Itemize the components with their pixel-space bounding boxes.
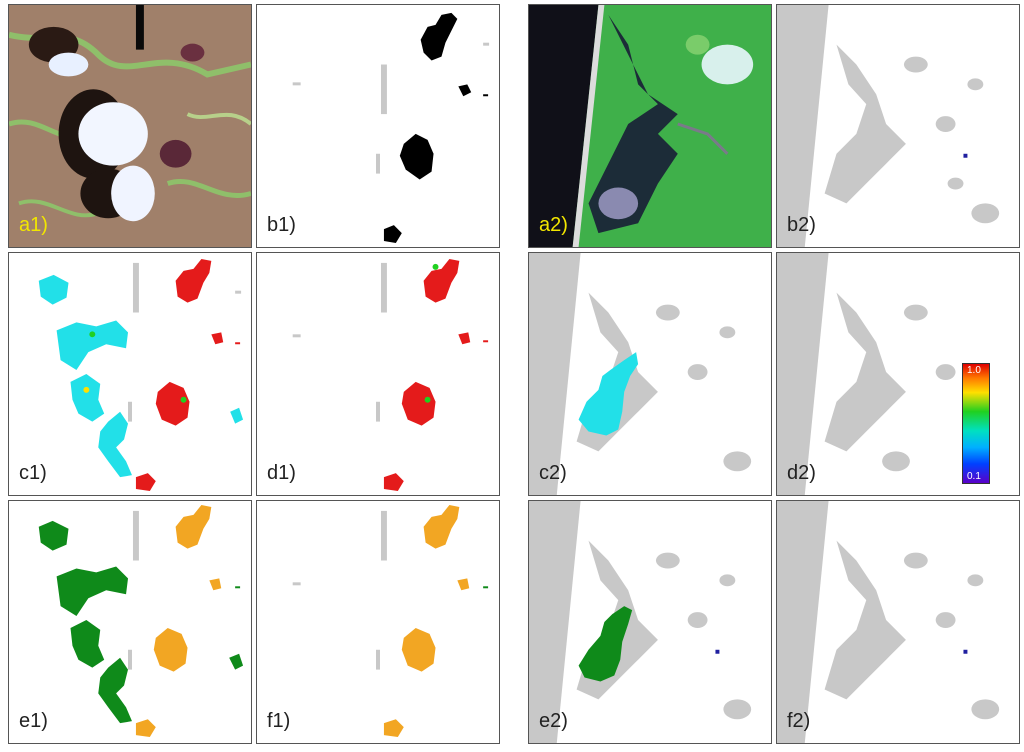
colorbar-max-label: 1.0 — [967, 365, 981, 376]
panel-label-a2: a2) — [539, 214, 568, 236]
panel-label-d2: d2) — [787, 462, 816, 484]
colorbar-gradient — [962, 363, 990, 484]
panel-label-c2: c2) — [539, 462, 567, 484]
panel-b2: b2) — [776, 4, 1020, 248]
map-f1 — [292, 504, 489, 738]
panel-label-c1: c1) — [19, 462, 47, 484]
panel-d1: d1) — [256, 252, 500, 496]
panel-a1: a1) — [8, 4, 252, 248]
map-e1 — [38, 504, 244, 738]
panel-c2: c2) — [528, 252, 772, 496]
panel-b1: b1) — [256, 4, 500, 248]
panel-label-b2: b2) — [787, 214, 816, 236]
panel-c1: c1) — [8, 252, 252, 496]
map-c2 — [529, 253, 752, 495]
colorbar: 1.0 0.1 — [962, 363, 990, 484]
panel-f2: f2) — [776, 500, 1020, 744]
panel-label-a1: a1) — [19, 214, 48, 236]
panel-label-d1: d1) — [267, 462, 296, 484]
map-b1 — [292, 12, 490, 244]
panel-e2: e2) — [528, 500, 772, 744]
panel-f1: f1) — [256, 500, 500, 744]
map-f2 — [777, 501, 1000, 743]
panel-label-f2: f2) — [787, 710, 811, 732]
colorbar-min-label: 0.1 — [967, 471, 981, 482]
panel-label-f1: f1) — [267, 710, 291, 732]
panel-a2: a2) — [528, 4, 772, 248]
satellite-image-a1 — [9, 5, 251, 247]
panel-label-b1: b1) — [267, 214, 296, 236]
map-b2 — [777, 5, 1000, 247]
panel-label-e1: e1) — [19, 710, 48, 732]
panel-e1: e1) — [8, 500, 252, 744]
satellite-image-a2 — [529, 5, 771, 247]
map-e2 — [529, 501, 752, 743]
map-d2 — [777, 253, 956, 495]
map-c1 — [38, 258, 244, 492]
map-d1 — [292, 258, 489, 492]
panel-label-e2: e2) — [539, 710, 568, 732]
